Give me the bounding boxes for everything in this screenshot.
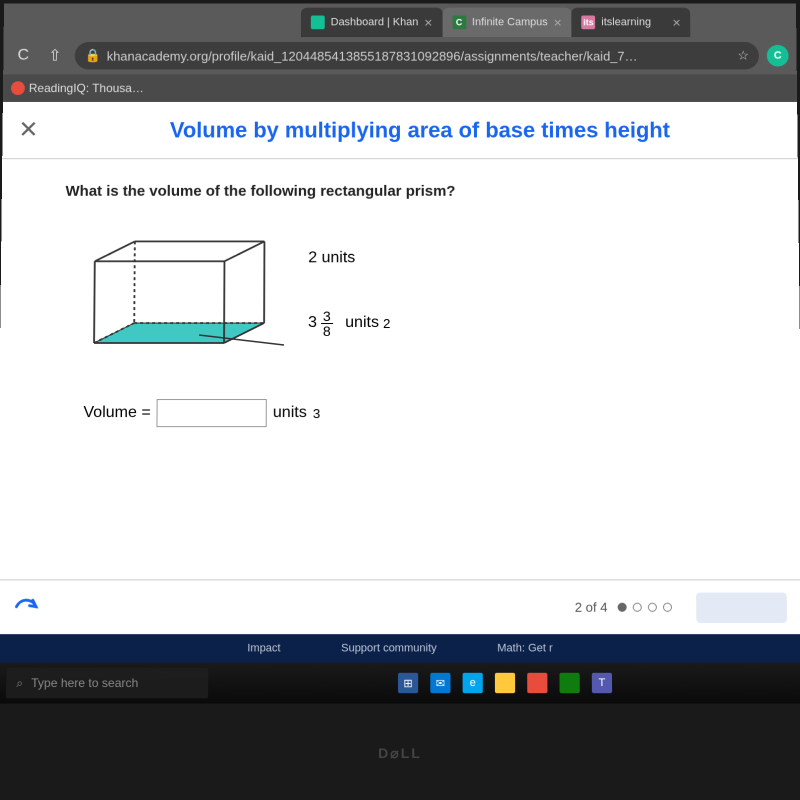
progress-dot (633, 603, 642, 612)
footer-link[interactable]: Math: Get r (497, 642, 553, 654)
home-icon[interactable]: ⇧ (43, 44, 67, 68)
close-icon[interactable]: ✕ (18, 116, 38, 145)
browser-tab[interactable]: itsitslearning× (572, 8, 691, 37)
extension-icon[interactable]: C (767, 45, 789, 67)
hint-icon[interactable] (13, 593, 42, 621)
bookmark-item[interactable]: ReadingIQ: Thousa… (11, 81, 144, 95)
exercise-footer: 2 of 4 (0, 579, 800, 634)
search-placeholder: Type here to search (31, 676, 138, 690)
footer-link[interactable]: Support community (341, 642, 437, 654)
taskbar-app-icon[interactable]: ⊞ (394, 669, 422, 698)
progress-text: 2 of 4 (575, 600, 608, 615)
progress-dot (648, 603, 657, 612)
tab-close-icon[interactable]: × (424, 15, 432, 31)
volume-input[interactable] (157, 399, 267, 427)
tab-row: Dashboard | Khan×CInfinite Campus×itsits… (4, 4, 797, 37)
progress-dot (663, 603, 672, 612)
taskbar-app-icon[interactable] (523, 669, 551, 698)
tab-close-icon[interactable]: × (672, 15, 680, 31)
question-area: What is the volume of the following rect… (0, 159, 800, 579)
answer-label: Volume = (83, 404, 150, 422)
bookmark-bar: ReadingIQ: Thousa… (3, 74, 797, 102)
prism-svg (84, 224, 285, 363)
taskbar-app-icon[interactable]: e (459, 669, 487, 698)
taskbar-app-icon[interactable]: ✉ (426, 669, 454, 698)
lesson-title: Volume by multiplying area of base times… (58, 117, 782, 143)
taskbar-app-icon[interactable]: T (588, 669, 616, 698)
question-text: What is the volume of the following rect… (65, 183, 734, 200)
url-bar[interactable]: 🔒 khanacademy.org/profile/kaid_120448541… (75, 42, 759, 70)
answer-row: Volume = units3 (83, 399, 736, 427)
reload-icon[interactable]: C (11, 44, 35, 68)
lock-icon: 🔒 (85, 48, 101, 64)
height-label: 2 units (308, 249, 390, 267)
footer-link[interactable]: Impact (247, 642, 280, 654)
base-area-label: 3 3 8 units2 (308, 309, 390, 338)
taskbar-app-icon[interactable] (555, 669, 583, 698)
browser-tab[interactable]: Dashboard | Khan× (301, 8, 442, 37)
browser-chrome: Dashboard | Khan×CInfinite Campus×itsits… (3, 4, 797, 75)
exercise-header: ✕ Volume by multiplying area of base tim… (2, 102, 798, 159)
taskbar-icons: ⊞✉e T (394, 669, 616, 698)
exercise-content: ✕ Volume by multiplying area of base tim… (0, 102, 800, 663)
prism-figure: 2 units 3 3 8 units2 (84, 224, 736, 363)
laptop-brand: D⌀LL (378, 745, 422, 762)
taskbar: ⌕ Type here to search ⊞✉e T (0, 663, 800, 704)
check-button[interactable] (696, 592, 787, 622)
progress-indicator: 2 of 4 (575, 600, 672, 615)
site-footer: Impact Support community Math: Get r (0, 634, 800, 662)
bookmark-label: ReadingIQ: Thousa… (29, 81, 144, 95)
browser-tab[interactable]: CInfinite Campus× (442, 8, 571, 37)
star-icon[interactable]: ☆ (737, 48, 749, 64)
taskbar-search[interactable]: ⌕ Type here to search (6, 668, 208, 699)
progress-dots (618, 603, 672, 612)
taskbar-app-icon[interactable] (491, 669, 519, 698)
search-icon: ⌕ (16, 675, 23, 690)
url-text: khanacademy.org/profile/kaid_12044854138… (107, 48, 638, 63)
bookmark-favicon (11, 81, 25, 95)
tab-close-icon[interactable]: × (554, 15, 562, 31)
address-row: C ⇧ 🔒 khanacademy.org/profile/kaid_12044… (3, 37, 797, 74)
progress-dot (618, 603, 627, 612)
answer-unit: units (273, 404, 307, 422)
